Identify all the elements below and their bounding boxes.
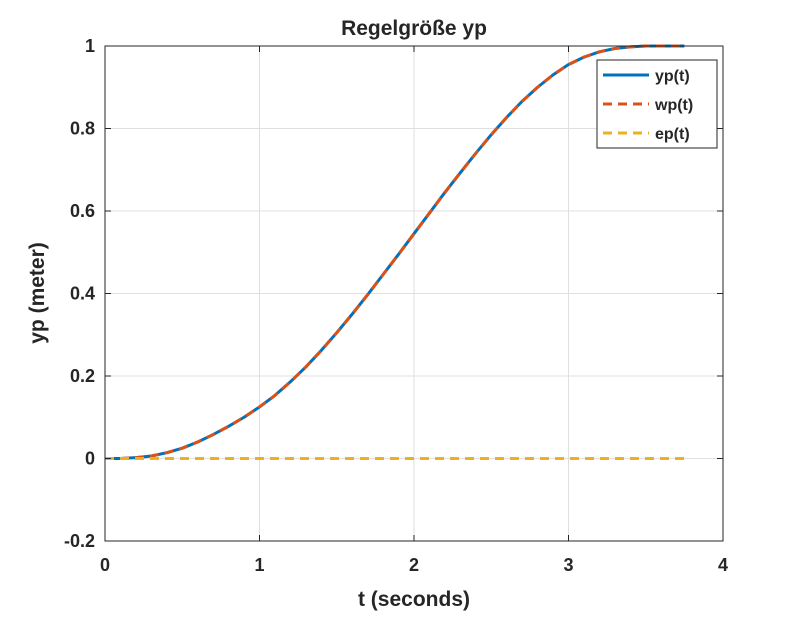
y-tick-label: 0.8	[70, 119, 95, 139]
y-tick-label: -0.2	[64, 531, 95, 551]
x-tick-label: 1	[254, 555, 264, 575]
chart-title: Regelgröße yp	[341, 17, 487, 40]
y-tick-label: 1	[85, 36, 95, 56]
x-tick-label: 0	[100, 555, 110, 575]
x-tick-label: 3	[563, 555, 573, 575]
y-tick-label: 0.6	[70, 201, 95, 221]
y-tick-label: 0.2	[70, 366, 95, 386]
x-tick-label: 4	[718, 555, 728, 575]
y-tick-label: 0.4	[70, 284, 95, 304]
y-axis-title: yp (meter)	[26, 242, 49, 344]
legend-entry: wp(t)	[654, 97, 693, 114]
y-tick-label: 0	[85, 449, 95, 469]
x-axis-title: t (seconds)	[358, 588, 470, 611]
x-tick-label: 2	[409, 555, 419, 575]
legend[interactable]: yp(t) wp(t) ep(t)	[597, 60, 717, 148]
legend-entry: ep(t)	[655, 126, 690, 143]
legend-entry: yp(t)	[655, 68, 690, 85]
